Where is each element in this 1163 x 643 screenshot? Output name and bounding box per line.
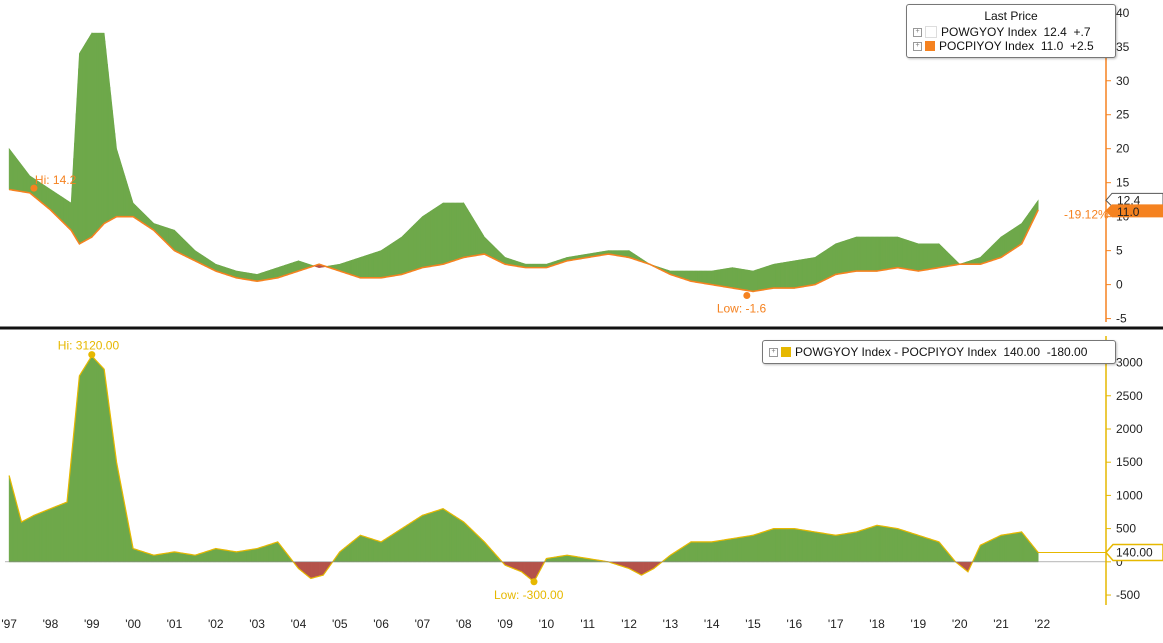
y-tick-label-bottom: 2000: [1116, 422, 1143, 436]
low-marker-bottom: [530, 578, 538, 586]
x-tick-label: '99: [84, 617, 100, 631]
x-tick-label: '20: [952, 617, 968, 631]
high-annotation-bottom: Hi: 3120.00: [58, 339, 120, 353]
y-tick-label-top: -5: [1116, 312, 1127, 326]
expand-icon[interactable]: +: [913, 41, 922, 51]
last-value-label-diff: 140.00: [1116, 546, 1153, 560]
y-tick-label-top: 30: [1116, 74, 1130, 88]
difference-line: [8, 354, 1039, 583]
x-tick-label: '17: [828, 617, 844, 631]
cpi-line: [9, 188, 1039, 293]
x-tick-label: '06: [373, 617, 389, 631]
expand-icon[interactable]: +: [769, 347, 778, 357]
legend-last-diff: 140.00: [1003, 345, 1041, 359]
legend-swatch-cpi: [925, 41, 935, 51]
legend-last-cpi: 11.0: [1040, 39, 1064, 53]
legend-bottom: + POWGYOY Index - POCPIYOY Index 140.00 …: [762, 340, 1116, 364]
y-tick-label-top: 20: [1116, 142, 1130, 156]
x-tick-label: '08: [456, 617, 472, 631]
y-tick-label-top: 15: [1116, 176, 1130, 190]
expand-icon[interactable]: +: [913, 27, 922, 37]
x-tick-label: '07: [415, 617, 431, 631]
x-tick-label: '22: [1035, 617, 1051, 631]
legend-item-wages: + POWGYOY Index 12.4 +.7: [913, 25, 1109, 39]
y-tick-label-bottom: 0: [1116, 555, 1123, 569]
x-tick-label: '97: [1, 617, 17, 631]
x-tick-label: '11: [580, 617, 595, 631]
legend-change-wages: +.7: [1073, 25, 1091, 39]
legend-name-wages: POWGYOY Index: [941, 25, 1037, 39]
legend-change-diff: -180.00: [1046, 345, 1088, 359]
low-annotation-bottom: Low: -300.00: [494, 588, 564, 602]
y-tick-label-top: 5: [1116, 244, 1123, 258]
y-tick-label-bottom: 500: [1116, 522, 1136, 536]
x-tick-label: '05: [332, 617, 348, 631]
x-tick-label: '12: [621, 617, 637, 631]
x-tick-label: '02: [208, 617, 224, 631]
bottom-panel: -500 0 500 1000 1500 2000 2500 3000 140.00 Hi: 31…: [5, 336, 1163, 605]
diff-annotation: -19.12%: [1064, 208, 1109, 222]
legend-last-wages: 12.4: [1043, 25, 1067, 39]
y-tick-label-bottom: 1500: [1116, 455, 1143, 469]
legend-swatch-wages: [925, 26, 937, 38]
legend-name-diff: POWGYOY Index - POCPIYOY Index: [795, 345, 997, 359]
y-tick-label-top: 25: [1116, 108, 1130, 122]
x-tick-label: '18: [869, 617, 885, 631]
x-tick-label: '00: [125, 617, 141, 631]
x-tick-label: '14: [704, 617, 720, 631]
x-axis: '97 '98 '99 '00 '01 '02 '03 '04 '05 '06 '07 '08 '09 '…: [1, 617, 1050, 631]
x-tick-label: '21: [993, 617, 1009, 631]
legend-title: Last Price: [984, 9, 1038, 23]
y-tick-label-bottom: 3000: [1116, 356, 1143, 370]
y-tick-label-bottom: 2500: [1116, 389, 1143, 403]
x-tick-label: '13: [663, 617, 679, 631]
last-value-label-cpi: 11.0: [1117, 205, 1140, 219]
low-annotation: Low: -1.6: [717, 301, 767, 315]
legend-item-cpi: + POCPIYOY Index 11.0 +2.5: [913, 39, 1109, 53]
y-tick-label-bottom: 1000: [1116, 488, 1143, 502]
y-tick-label-bottom: -500: [1116, 588, 1140, 602]
x-tick-label: '10: [539, 617, 555, 631]
y-tick-label-top: 35: [1116, 40, 1130, 54]
legend-name-cpi: POCPIYOY Index: [939, 39, 1035, 53]
x-tick-label: '15: [745, 617, 761, 631]
high-annotation: Hi: 14.2: [35, 173, 77, 187]
x-tick-label: '09: [497, 617, 513, 631]
x-tick-label: '98: [43, 617, 59, 631]
y-tick-label-top: 40: [1116, 6, 1130, 20]
last-value-tag-diff: [1105, 543, 1163, 562]
last-value-tag-cpi: [1105, 204, 1163, 218]
x-tick-label: '04: [291, 617, 307, 631]
difference-area-positive: [1037, 550, 1039, 563]
y-tick-label-top: 0: [1116, 278, 1123, 292]
legend-swatch-diff: [781, 347, 791, 357]
legend-item-diff: + POWGYOY Index - POCPIYOY Index 140.00 …: [769, 345, 1109, 359]
legend-change-cpi: +2.5: [1069, 39, 1094, 53]
x-tick-label: '01: [167, 617, 183, 631]
x-tick-label: '19: [911, 617, 927, 631]
x-tick-label: '16: [787, 617, 803, 631]
low-marker: [743, 291, 751, 299]
x-tick-label: '03: [249, 617, 265, 631]
last-value-label-wages: 12.4: [1117, 193, 1141, 207]
legend-top: Last Price + POWGYOY Index 12.4 +.7 + PO…: [906, 4, 1116, 58]
high-marker-bottom: [88, 351, 96, 359]
high-marker: [30, 184, 38, 192]
